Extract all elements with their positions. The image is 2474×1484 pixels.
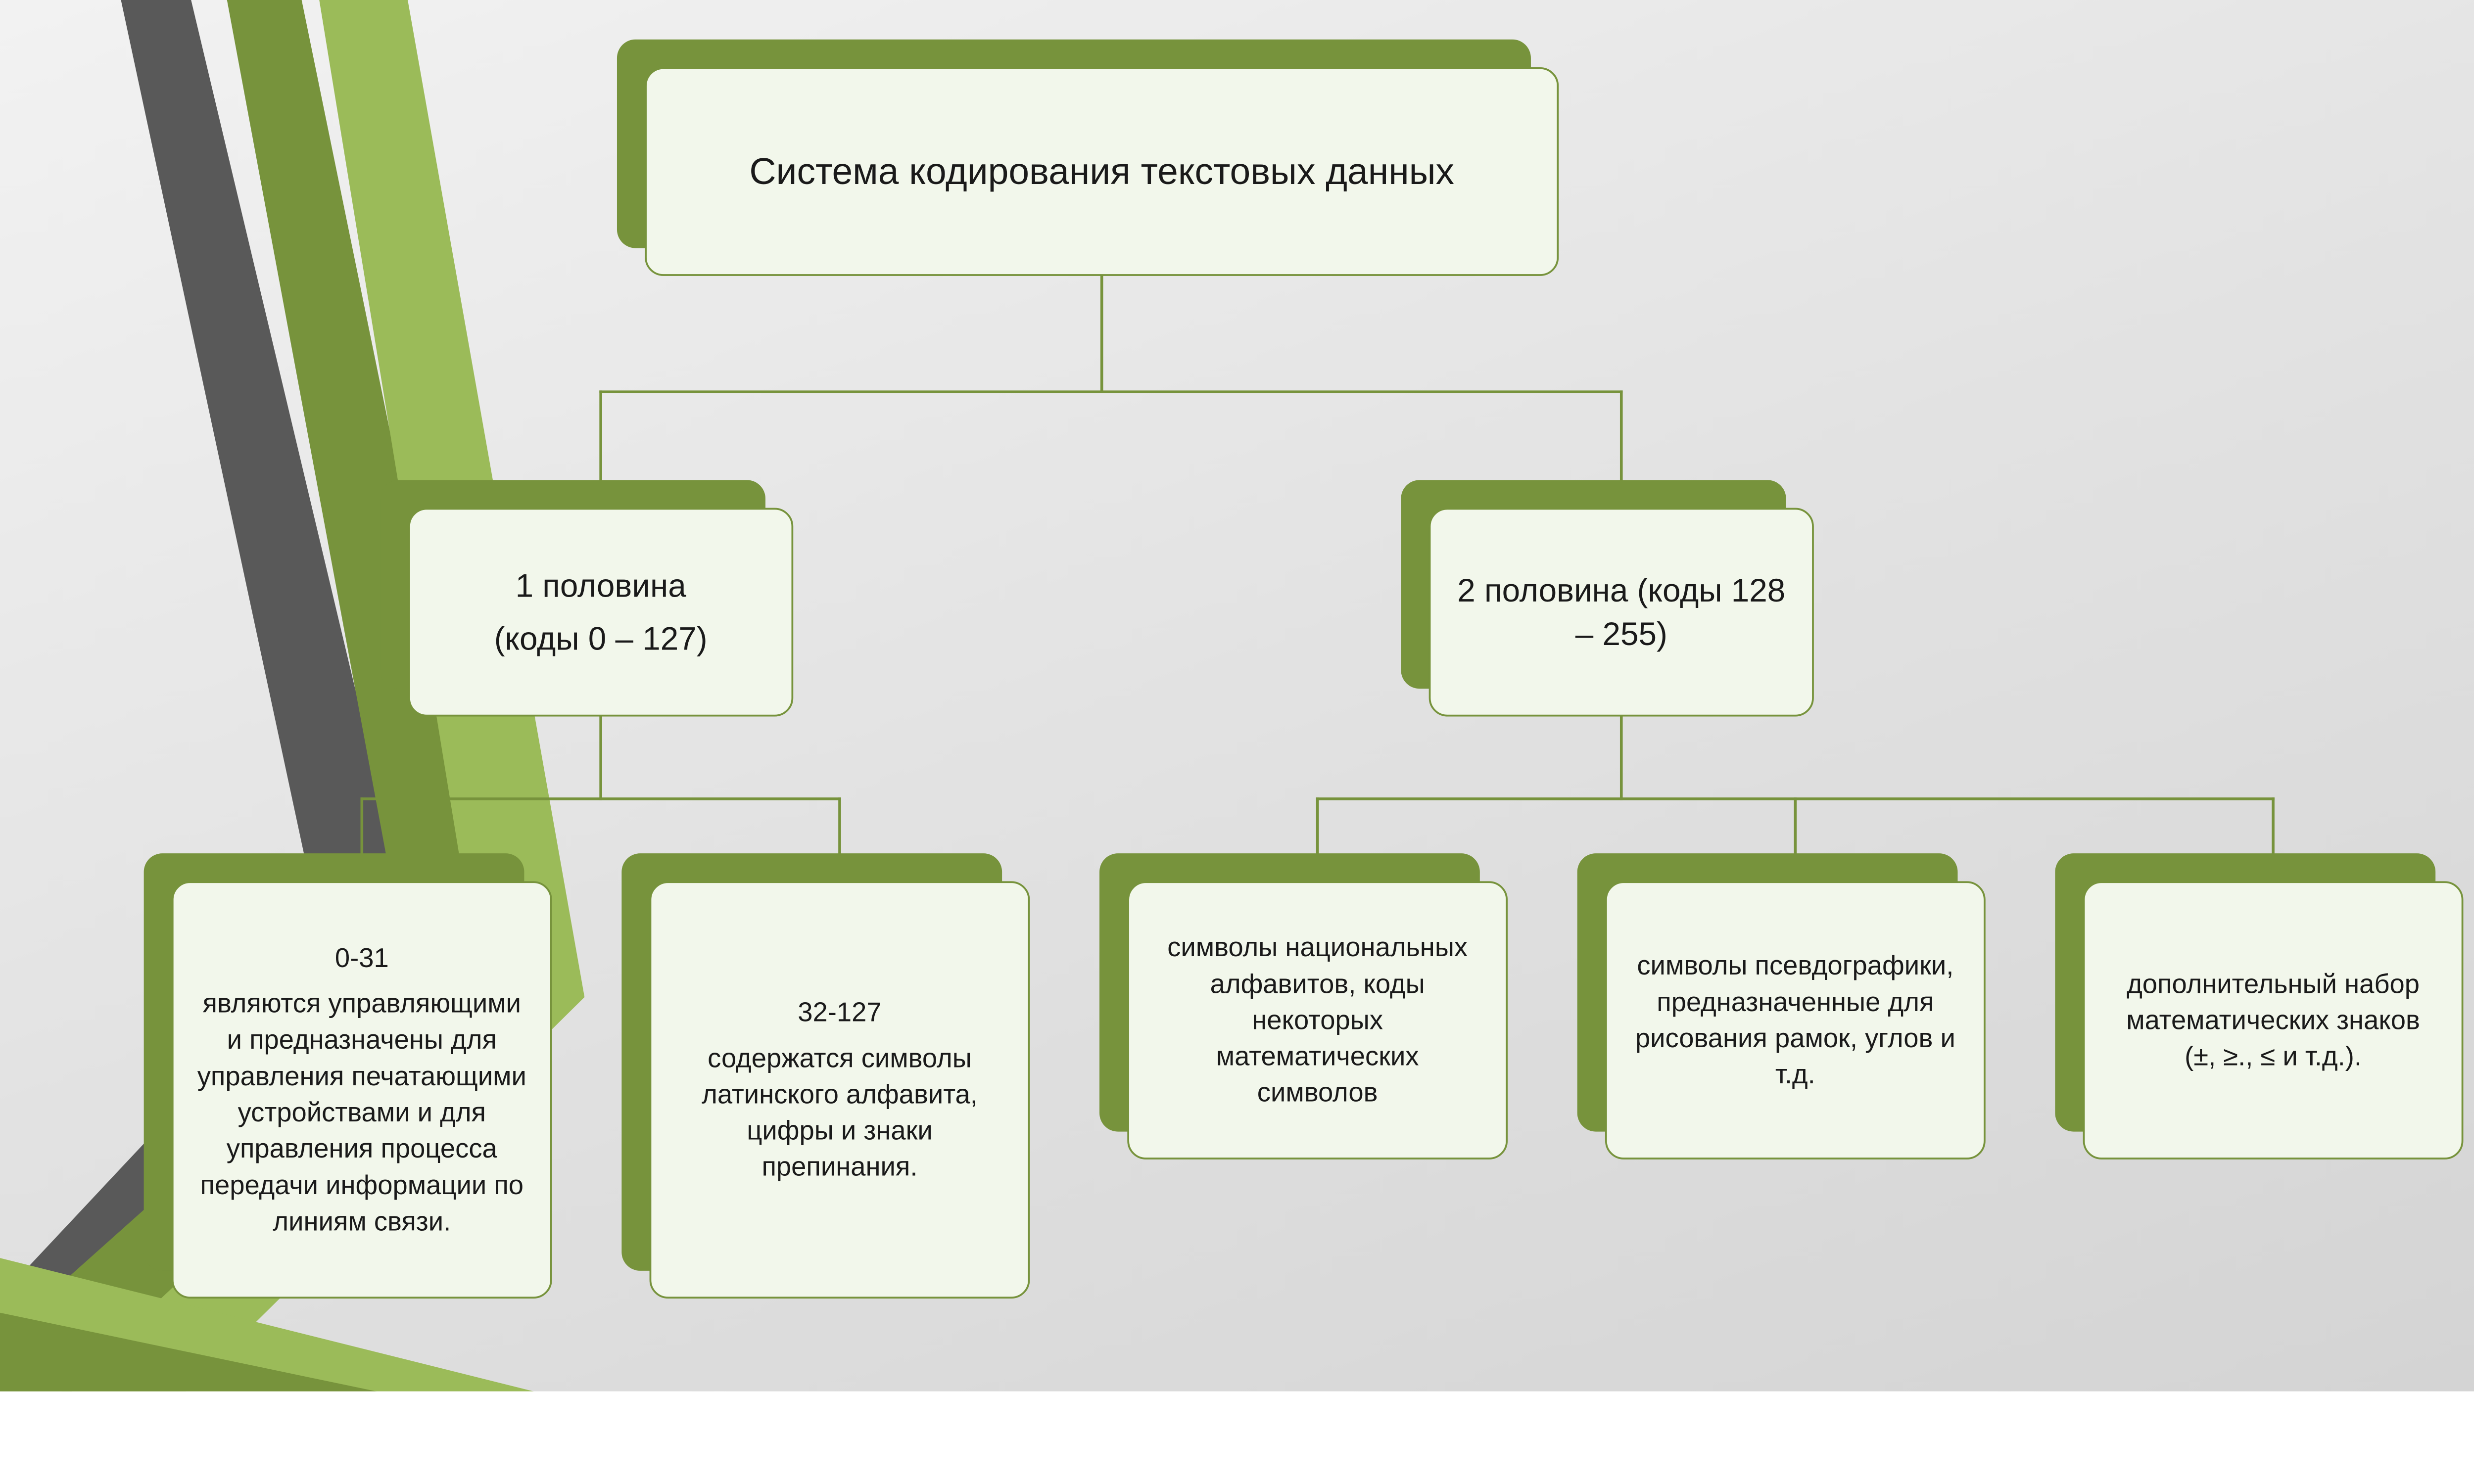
tree-node-leaf_national: символы национальных алфавитов, коды нек… (1099, 853, 1508, 1159)
node-front: 32-127 содержатся символы латинского алфа… (650, 881, 1030, 1298)
tree-node-half2: 2 половина (коды 128 – 255) (1401, 480, 1813, 716)
slide-canvas: Система кодирования текстовых данных 1 по… (0, 0, 2474, 1391)
node-front: символы псевдографики, предназначенные д… (1605, 881, 1986, 1159)
tree-node-leaf_pseudo: символы псевдографики, предназначенные д… (1577, 853, 1986, 1159)
node-front: 2 половина (коды 128 – 255) (1429, 508, 1814, 717)
node-text-line: являются управляющими и предназначены дл… (197, 985, 527, 1240)
node-text-line: символы псевдографики, предназначенные д… (1630, 948, 1961, 1093)
tree-node-leaf_0_31: 0-31 являются управляющими и предназначен… (144, 853, 552, 1298)
node-text-line: Система кодирования текстовых данных (749, 146, 1454, 196)
node-front: символы национальных алфавитов, коды нек… (1127, 881, 1508, 1159)
node-text-line: 32-127 (798, 994, 881, 1030)
tree-node-root: Система кодирования текстовых данных (617, 40, 1559, 276)
node-front: дополнительный набор математических знак… (2083, 881, 2464, 1159)
node-text-line: 2 половина (коды 128 – 255) (1454, 568, 1789, 656)
node-text-line: дополнительный набор математических знак… (2108, 966, 2438, 1075)
node-front: Система кодирования текстовых данных (645, 67, 1559, 276)
tree-node-half1: 1 половина (коды 0 – 127) (381, 480, 793, 716)
node-front: 1 половина (коды 0 – 127) (408, 508, 793, 717)
node-text-line: 1 половина (516, 564, 686, 608)
node-text-line: содержатся символы латинского алфавита, … (674, 1040, 1005, 1186)
tree-node-leaf_32_127: 32-127 содержатся символы латинского алфа… (621, 853, 1030, 1298)
node-text-line: 0-31 (335, 940, 389, 976)
node-text-line: символы национальных алфавитов, коды нек… (1152, 929, 1483, 1111)
node-text-line: (коды 0 – 127) (494, 617, 708, 661)
tree-node-leaf_math: дополнительный набор математических знак… (2055, 853, 2463, 1159)
node-front: 0-31 являются управляющими и предназначен… (172, 881, 552, 1298)
